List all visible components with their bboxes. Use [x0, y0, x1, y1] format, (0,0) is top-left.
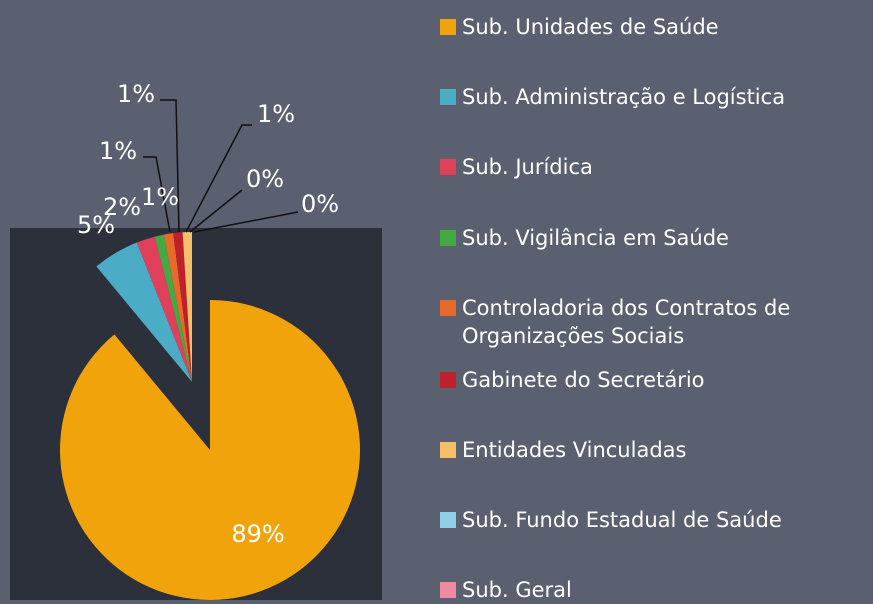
leader-line: [189, 189, 243, 233]
legend-label: Sub. Geral: [462, 578, 572, 602]
pie-slice: [154, 234, 192, 382]
data-label: 0%: [246, 165, 284, 193]
data-label: 2%: [103, 193, 141, 221]
pie-slice: [59, 300, 361, 600]
leader-line: [193, 211, 299, 233]
legend-label: Gabinete do Secretário: [462, 368, 705, 392]
legend-swatch: [440, 442, 456, 458]
pie-slice: [182, 232, 192, 382]
legend-item: Gabinete do Secretário: [436, 366, 862, 394]
legend-label: Entidades Vinculadas: [462, 438, 687, 462]
legend-item: Entidades Vinculadas: [436, 436, 862, 464]
legend-swatch: [440, 230, 456, 246]
legend-item: Sub. Unidades de Saúde: [436, 13, 862, 41]
data-label: 1%: [99, 137, 137, 165]
legend-item: Sub. Geral: [436, 576, 862, 604]
leader-line: [143, 156, 171, 233]
legend-swatch: [440, 582, 456, 598]
legend-swatch: [440, 19, 456, 35]
legend-item: Sub. Vigilância em Saúde: [436, 224, 862, 252]
pie-slice: [173, 232, 192, 382]
data-label: 0%: [301, 190, 339, 218]
data-label: 5%: [77, 211, 115, 239]
legend-item: Sub. Fundo Estadual de Saúde: [436, 506, 862, 534]
legend-label: Controladoria dos Contratos de Organizaç…: [462, 296, 791, 348]
data-label: 1%: [117, 80, 155, 108]
legend-label: Sub. Vigilância em Saúde: [462, 226, 729, 250]
legend-item: Sub. Jurídica: [436, 153, 862, 181]
pie-slice: [163, 233, 192, 382]
legend-label: Sub. Administração e Logística: [462, 85, 786, 109]
legend-item: Sub. Administração e Logística: [436, 83, 862, 111]
legend-item: Controladoria dos Contratos de Organizaç…: [436, 294, 862, 350]
data-label: 89%: [231, 520, 284, 548]
legend-swatch: [440, 512, 456, 528]
legend-swatch: [440, 300, 456, 316]
pie-slice: [96, 242, 192, 382]
leader-line: [185, 124, 252, 233]
data-label: 1%: [257, 100, 295, 128]
pie-slice: [136, 236, 192, 382]
legend-swatch: [440, 159, 456, 175]
legend-label: Sub. Unidades de Saúde: [462, 15, 719, 39]
legend-label: Sub. Jurídica: [462, 155, 593, 179]
data-label: 1%: [141, 183, 179, 211]
legend-label: Sub. Fundo Estadual de Saúde: [462, 508, 782, 532]
legend-swatch: [440, 89, 456, 105]
legend-swatch: [440, 372, 456, 388]
leader-line: [160, 99, 180, 233]
